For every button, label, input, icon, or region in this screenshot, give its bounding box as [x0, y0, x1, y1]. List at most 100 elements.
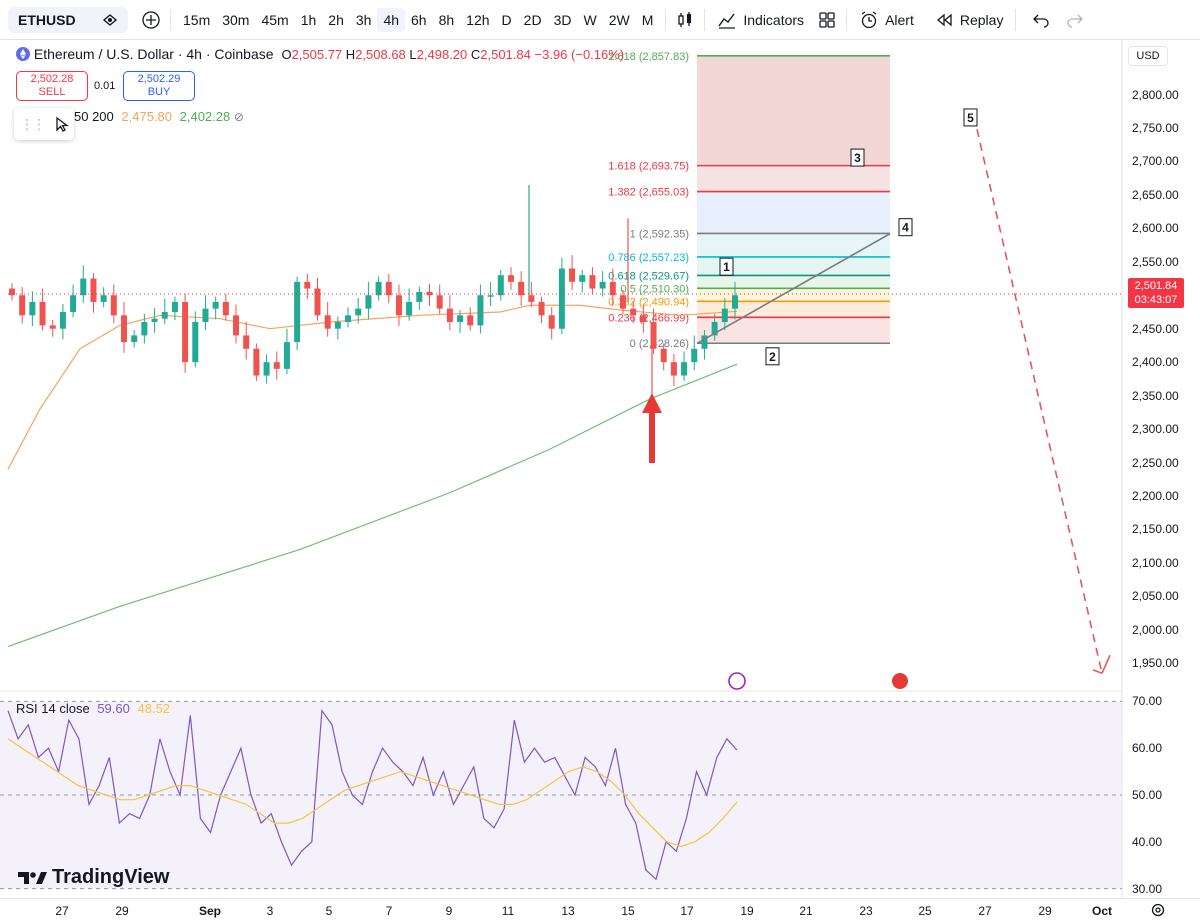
fib-zone — [697, 317, 890, 344]
drag-handle-icon[interactable]: ⋮⋮ — [20, 115, 46, 132]
candle-body — [395, 295, 402, 316]
currency-selector[interactable]: USD — [1128, 46, 1168, 66]
date-tick-label: Sep — [198, 904, 222, 918]
indicators-button[interactable]: Indicators — [711, 6, 810, 34]
interval-8h[interactable]: 8h — [438, 11, 455, 28]
candle-body — [497, 275, 504, 296]
date-tick-label: 29 — [1038, 904, 1052, 918]
chart-type-button[interactable] — [672, 7, 698, 33]
candle-body — [355, 308, 362, 316]
candle-body — [487, 295, 494, 297]
wave-label-box — [765, 347, 780, 366]
visibility-icon[interactable]: ⊘ — [233, 110, 244, 124]
price-tick-label: 2,150.00 — [1132, 522, 1179, 537]
candle-body — [528, 295, 535, 302]
date-tick-label: 7 — [385, 904, 393, 918]
price-tick-label: 2,700.00 — [1132, 154, 1179, 169]
wave-label-box — [898, 218, 913, 237]
candle-body — [182, 301, 189, 363]
candle-body — [548, 315, 555, 329]
interval-2d[interactable]: 2D — [523, 11, 542, 28]
interval-w[interactable]: W — [583, 11, 597, 28]
candle-body — [670, 362, 677, 376]
candle-body — [711, 322, 718, 336]
wave-label-box — [719, 257, 734, 276]
rsi-ma-line — [7, 738, 738, 848]
candle-body — [131, 335, 138, 343]
candle-body — [467, 315, 474, 326]
candle-body — [507, 275, 514, 282]
wave-trendline — [696, 232, 891, 345]
candle-body — [151, 318, 158, 323]
compare-symbol-button[interactable] — [138, 7, 164, 33]
interval-2h[interactable]: 2h — [328, 11, 344, 28]
wave-label: 2 — [769, 350, 776, 364]
candle-body — [80, 278, 87, 296]
candle-body — [19, 295, 26, 316]
interval-3h[interactable]: 3h — [355, 11, 372, 28]
date-axis[interactable]: 27 29 Sep 3 5 7 9 11 13 15 17 19 21 23 25 27 29 Oct — [0, 898, 1200, 923]
interval-6h[interactable]: 6h — [411, 11, 427, 28]
sell-button[interactable]: 2,502.28 SELL — [16, 71, 88, 101]
interval-4h[interactable]: 4h — [377, 7, 406, 32]
candle-body — [457, 315, 464, 323]
fib-zone — [697, 288, 890, 302]
candle-body — [70, 295, 77, 312]
fib-label: 0 (2,428.26) — [630, 338, 689, 350]
date-tick-label: 29 — [115, 904, 129, 918]
interval-15m[interactable]: 15m — [183, 11, 211, 28]
plus-circle-icon — [142, 10, 160, 29]
fib-zone — [697, 233, 890, 257]
projection-dashed-line — [1092, 669, 1103, 675]
indicators-label: Indicators — [743, 11, 805, 28]
interval-30m[interactable]: 30m — [222, 11, 250, 28]
candle-body — [426, 291, 433, 296]
candle-body — [579, 275, 586, 282]
buy-label: BUY — [147, 86, 171, 98]
candle-body — [609, 281, 616, 296]
cursor-icon[interactable] — [54, 116, 70, 132]
undo-button[interactable] — [1028, 7, 1054, 33]
interval-1h[interactable]: 1h — [300, 11, 317, 28]
redo-button[interactable] — [1062, 7, 1088, 33]
sell-label: SELL — [38, 86, 66, 98]
interval-2w[interactable]: 2W — [608, 11, 630, 28]
interval-m[interactable]: M — [641, 11, 654, 28]
symbol-search[interactable]: ETHUSD — [8, 6, 128, 33]
tradingview-logo[interactable]: TradingView — [18, 866, 169, 889]
indicators-icon — [718, 13, 736, 29]
flag-event-icon — [892, 673, 908, 689]
candle-body — [202, 308, 209, 323]
price-tick-label: 2,400.00 — [1132, 355, 1179, 370]
interval-12h[interactable]: 12h — [466, 11, 490, 28]
candle-body — [222, 301, 229, 316]
ma50-value: 2,475.80 — [121, 109, 172, 124]
candle-body — [141, 322, 148, 336]
candle-body — [558, 268, 565, 329]
rewind-icon — [936, 13, 952, 26]
date-tick-label: 27 — [55, 904, 69, 918]
wave-label-box — [963, 108, 978, 127]
candle-body — [59, 311, 66, 329]
candle-body — [9, 288, 15, 296]
price-tick-label: 2,200.00 — [1132, 488, 1179, 503]
date-tick-label: 15 — [621, 904, 635, 918]
candle-body — [732, 295, 738, 309]
interval-45m[interactable]: 45m — [261, 11, 289, 28]
templates-button[interactable] — [814, 7, 840, 33]
candle-body — [660, 348, 667, 363]
fib-zone — [697, 301, 890, 318]
replay-button[interactable]: Replay — [928, 6, 1010, 34]
settings-gear-icon[interactable] — [1150, 902, 1166, 918]
candle-body — [324, 315, 331, 329]
candle-body — [385, 281, 392, 296]
alert-button[interactable]: Alert — [853, 6, 920, 34]
red-up-arrow — [642, 393, 662, 463]
interval-d[interactable]: D — [501, 11, 512, 28]
candle-body — [416, 291, 423, 302]
buy-button[interactable]: 2,502.29 BUY — [123, 71, 195, 101]
fib-zone — [697, 191, 890, 234]
interval-3d[interactable]: 3D — [553, 11, 572, 28]
date-tick-label: 13 — [561, 904, 575, 918]
